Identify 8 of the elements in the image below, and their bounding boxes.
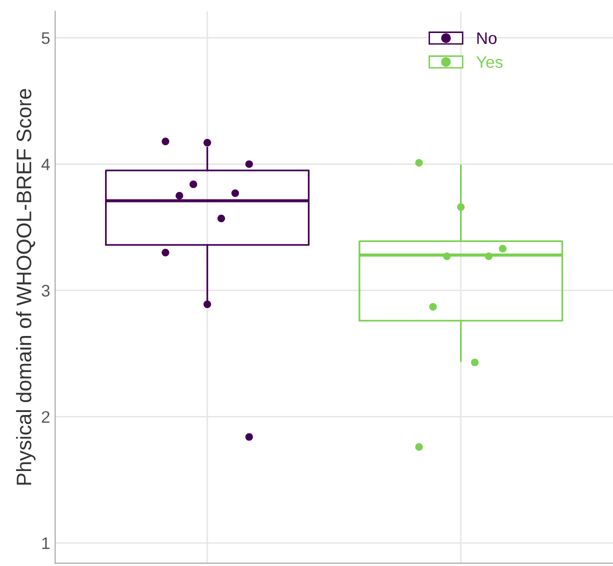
y-tick-label: 1 [42,538,50,550]
y-tick-label: 5 [42,32,50,44]
legend-label: Yes [476,56,503,68]
legend-label: No [477,32,497,44]
y-tick-label: 4 [41,158,50,170]
y-axis-title: Physical domain of WHOQOL-BREF Score [16,89,36,485]
y-tick-label: 2 [42,411,50,423]
y-tick-label: 3 [42,284,50,297]
